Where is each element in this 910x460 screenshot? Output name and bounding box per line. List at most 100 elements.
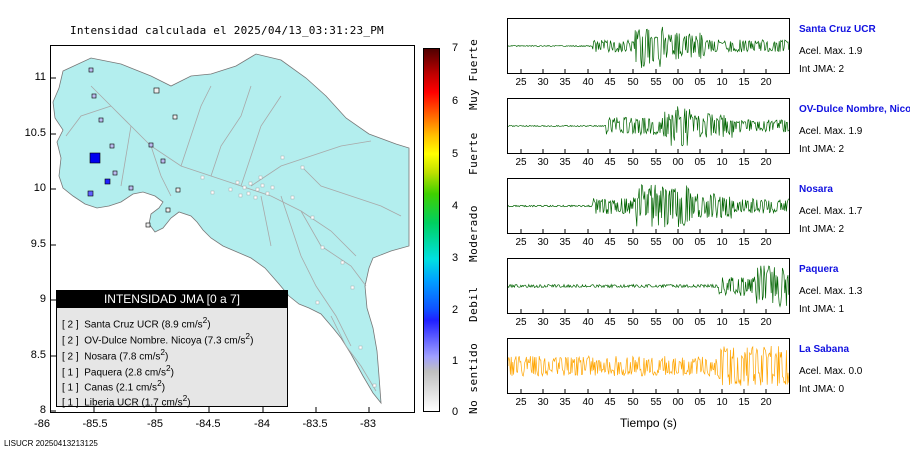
waveform-x-tick: 25 bbox=[515, 77, 527, 88]
road-network bbox=[65, 85, 402, 392]
station-jma-intensity: Int JMA: 1 bbox=[799, 304, 845, 315]
station-max-accel: Acel. Max. 0.0 bbox=[799, 366, 863, 377]
waveform-panel bbox=[507, 18, 790, 74]
station-name: La Sabana bbox=[799, 344, 850, 355]
waveform-x-tick: 35 bbox=[559, 397, 571, 408]
footer-id: LISUCR 20250413213125 bbox=[4, 439, 98, 448]
waveform-x-tick: 15 bbox=[738, 317, 750, 328]
map-y-tick: 8 bbox=[39, 404, 46, 416]
station-santa-cruz-marker bbox=[89, 152, 101, 164]
colorbar-tick: 4 bbox=[452, 200, 459, 212]
map-y-tick: 9.5 bbox=[30, 238, 46, 250]
station-jma-intensity: Int JMA: 2 bbox=[799, 224, 845, 235]
waveform-x-tick: 10 bbox=[716, 77, 728, 88]
map-y-tick: 11 bbox=[34, 71, 46, 83]
waveform-x-tick: 10 bbox=[716, 157, 728, 168]
legend-row: [ 1 ] Liberia UCR (1.7 cm/s2) bbox=[62, 393, 191, 409]
waveform-x-tick: 30 bbox=[537, 77, 549, 88]
waveform-x-tick: 45 bbox=[604, 237, 616, 248]
legend-row: [ 2 ] Nosara (7.8 cm/s2) bbox=[62, 347, 169, 363]
waveform-x-tick: 35 bbox=[559, 317, 571, 328]
waveform-x-tick: 00 bbox=[672, 317, 684, 328]
waveform-x-tick: 25 bbox=[515, 157, 527, 168]
waveform-x-tick: 45 bbox=[604, 317, 616, 328]
map-title: Intensidad calculada el 2025/04/13_03:31… bbox=[70, 24, 384, 37]
map-y-tick: 9 bbox=[39, 293, 46, 305]
waveform-x-tick: 10 bbox=[716, 237, 728, 248]
map-x-tick: -86 bbox=[34, 418, 50, 430]
colorbar-tick: 1 bbox=[452, 355, 459, 367]
station-jma-intensity: Int JMA: 2 bbox=[799, 144, 845, 155]
waveform-x-tick: 55 bbox=[650, 237, 662, 248]
city-cluster bbox=[200, 155, 377, 388]
colorbar-tick: 0 bbox=[452, 406, 459, 418]
waveform-x-tick: 20 bbox=[760, 397, 772, 408]
waveform-x-tick: 15 bbox=[738, 397, 750, 408]
waveform-x-tick: 50 bbox=[627, 77, 639, 88]
waveform-x-tick: 30 bbox=[537, 157, 549, 168]
waveform-x-tick: 00 bbox=[672, 157, 684, 168]
intensity-legend: INTENSIDAD JMA [0 a 7] [ 2 ] Santa Cruz … bbox=[56, 290, 288, 409]
waveform-x-tick: 05 bbox=[694, 237, 706, 248]
waveform-x-tick: 20 bbox=[760, 157, 772, 168]
seismogram-trace bbox=[507, 183, 790, 233]
colorbar-label: Moderado bbox=[467, 205, 480, 262]
waveform-x-tick: 00 bbox=[672, 237, 684, 248]
legend-row: [ 2 ] OV-Dulce Nombre. Nicoya (7.3 cm/s2… bbox=[62, 331, 254, 347]
colorbar-tick: 7 bbox=[452, 42, 459, 54]
map-ticks bbox=[51, 77, 370, 412]
waveform-x-tick: 30 bbox=[537, 397, 549, 408]
station-markers bbox=[87, 67, 181, 228]
station-name: Santa Cruz UCR bbox=[799, 24, 876, 35]
waveform-x-tick: 20 bbox=[760, 77, 772, 88]
waveform-x-tick: 40 bbox=[582, 317, 594, 328]
waveform-x-tick: 50 bbox=[627, 397, 639, 408]
map-x-tick: -84.5 bbox=[195, 418, 221, 430]
waveform-x-tick: 50 bbox=[627, 317, 639, 328]
waveform-panel bbox=[507, 98, 790, 154]
waveform-x-tick: 30 bbox=[537, 237, 549, 248]
seismogram-trace bbox=[507, 106, 789, 153]
map-x-tick: -84 bbox=[254, 418, 270, 430]
waveform-x-tick: 00 bbox=[672, 397, 684, 408]
station-name: OV-Dulce Nombre, Nicoya bbox=[799, 104, 910, 115]
waveform-x-tick: 55 bbox=[650, 157, 662, 168]
waveform-x-tick: 45 bbox=[604, 397, 616, 408]
waveform-x-tick: 25 bbox=[515, 237, 527, 248]
waveform-x-tick: 40 bbox=[582, 397, 594, 408]
costa-rica-land bbox=[52, 53, 410, 405]
waveform-x-tick: 15 bbox=[738, 157, 750, 168]
waveform-x-tick: 50 bbox=[627, 237, 639, 248]
map-x-tick: -85 bbox=[147, 418, 163, 430]
waveform-x-tick: 20 bbox=[760, 237, 772, 248]
waveform-x-tick: 35 bbox=[559, 237, 571, 248]
map-canvas bbox=[51, 53, 410, 412]
waveform-x-tick: 55 bbox=[650, 317, 662, 328]
waveform-x-tick: 45 bbox=[604, 157, 616, 168]
colorbar-label: Fuerte bbox=[467, 132, 480, 175]
map-y-tick: 10.5 bbox=[24, 127, 46, 139]
map-x-tick: -83.5 bbox=[302, 418, 328, 430]
waveform-x-tick: 55 bbox=[650, 77, 662, 88]
waveform-x-tick: 10 bbox=[716, 397, 728, 408]
station-name: Nosara bbox=[799, 184, 833, 195]
waveform-panel bbox=[507, 258, 790, 314]
time-axis-label: Tiempo (s) bbox=[620, 416, 677, 430]
colorbar-tick: 2 bbox=[452, 304, 459, 316]
colorbar-tick: 6 bbox=[452, 95, 459, 107]
intensity-colorbar bbox=[423, 48, 440, 412]
waveform-x-tick: 30 bbox=[537, 317, 549, 328]
seismogram-trace bbox=[507, 26, 790, 73]
waveform-x-tick: 25 bbox=[515, 397, 527, 408]
legend-row: [ 2 ] Santa Cruz UCR (8.9 cm/s2) bbox=[62, 315, 211, 331]
map-x-tick: -85.5 bbox=[82, 418, 108, 430]
waveform-x-tick: 00 bbox=[672, 77, 684, 88]
waveform-panel bbox=[507, 338, 790, 394]
waveform-x-tick: 05 bbox=[694, 397, 706, 408]
colorbar-label: Debil bbox=[467, 286, 480, 322]
waveform-x-tick: 55 bbox=[650, 397, 662, 408]
colorbar-label: Muy Fuerte bbox=[467, 38, 480, 110]
waveform-x-tick: 50 bbox=[627, 157, 639, 168]
waveform-x-tick: 05 bbox=[694, 317, 706, 328]
waveform-x-tick: 10 bbox=[716, 317, 728, 328]
